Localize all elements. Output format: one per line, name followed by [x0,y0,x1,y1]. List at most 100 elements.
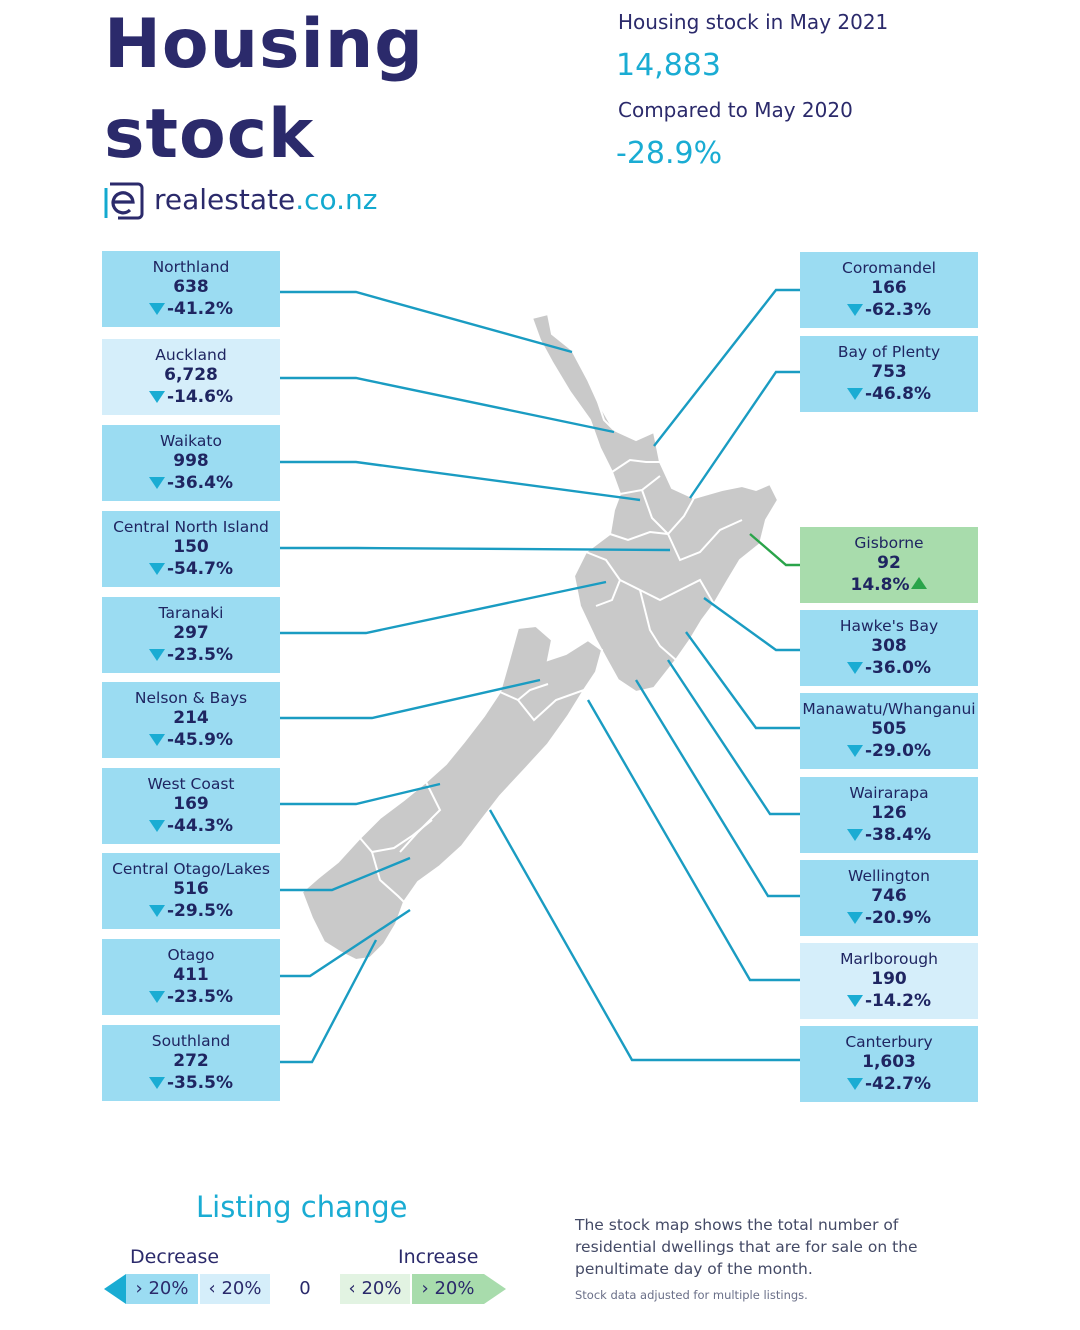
region-change-value: -62.3% [864,300,932,320]
region-stock: 1,603 [862,1052,916,1072]
region-change: -42.7% [800,1073,978,1095]
region-name: Central Otago/Lakes [112,860,270,878]
legend-seg-strong-decrease: › 20% [126,1274,198,1304]
region-change-value: -46.8% [864,384,932,404]
down-triangle-icon [148,1077,165,1089]
region-box: Hawke's Bay 308 -36.0% [800,610,978,686]
down-triangle-icon [846,304,863,316]
region-box: Auckland 6,728 -14.6% [102,339,280,415]
region-change-value: -38.4% [864,825,932,845]
region-change: -23.5% [102,986,280,1008]
down-triangle-icon [148,820,165,832]
region-change: -54.7% [102,558,280,580]
down-triangle-icon [148,477,165,489]
region-name: Southland [151,1032,231,1050]
region-name: Hawke's Bay [839,617,939,635]
north-island-shape [530,312,780,694]
region-box: Marlborough 190 -14.2% [800,943,978,1019]
region-box: Wairarapa 126 -38.4% [800,777,978,853]
stock-footnote: Stock data adjusted for multiple listing… [575,1288,808,1302]
region-change: 14.8% [800,574,978,596]
legend-arrows [104,1274,506,1304]
down-triangle-icon [846,995,863,1007]
title-line-1: Housing [104,5,424,84]
region-stock: 308 [871,636,907,656]
region-stock: 638 [173,277,209,297]
region-name: Waikato [160,432,222,450]
region-change: -44.3% [102,815,280,837]
down-triangle-icon [148,563,165,575]
decrease-arrow-icon [104,1274,126,1304]
legend-increase-label: Increase [398,1246,479,1268]
logo-name: realestate [154,183,296,216]
region-change-value: -23.5% [166,987,234,1007]
region-change-value: -29.5% [166,901,234,921]
realestate-logo[interactable]: realestate.co.nz [104,178,424,224]
region-stock: 214 [173,708,209,728]
region-box: Southland 272 -35.5% [102,1025,280,1101]
compare-label: Compared to May 2020 [618,98,853,122]
legend-seg-strong-increase: › 20% [412,1274,484,1304]
region-change: -62.3% [800,299,978,321]
region-change: -46.8% [800,383,978,405]
region-box: Manawatu/Whanganui 505 -29.0% [800,693,978,769]
region-change: -23.5% [102,644,280,666]
down-triangle-icon [846,912,863,924]
region-change-value: -54.7% [166,559,234,579]
region-change-value: -41.2% [166,299,234,319]
title-line-2: stock [104,95,315,174]
down-triangle-icon [148,991,165,1003]
region-box: Central North Island 150 -54.7% [102,511,280,587]
stock-value: 14,883 [616,48,721,83]
region-change-value: 14.8% [850,575,910,595]
region-change: -38.4% [800,824,978,846]
region-change: -35.5% [102,1072,280,1094]
region-stock: 753 [871,362,907,382]
region-box: Central Otago/Lakes 516 -29.5% [102,853,280,929]
page-title: Housing stock [104,0,524,180]
region-change: -29.0% [800,740,978,762]
region-stock: 746 [871,886,907,906]
region-box: Waikato 998 -36.4% [102,425,280,501]
region-stock: 169 [173,794,209,814]
down-triangle-icon [148,649,165,661]
down-triangle-icon [846,388,863,400]
stock-map-note: The stock map shows the total number of … [575,1216,918,1278]
region-stock: 505 [871,719,907,739]
region-change: -20.9% [800,907,978,929]
region-name: Taranaki [158,604,224,622]
compare-value: -28.9% [616,136,723,171]
region-box: Bay of Plenty 753 -46.8% [800,336,978,412]
region-change: -14.6% [102,386,280,408]
down-triangle-icon [148,391,165,403]
down-triangle-icon [148,303,165,315]
stock-label: Housing stock in May 2021 [618,10,889,34]
region-change-value: -14.2% [864,991,932,1011]
region-change: -45.9% [102,729,280,751]
region-name: Canterbury [845,1033,933,1051]
region-name: Marlborough [840,950,938,968]
region-change-value: -42.7% [864,1074,932,1094]
region-change-value: -44.3% [166,816,234,836]
region-name: Nelson & Bays [134,689,248,707]
region-stock: 6,728 [164,365,218,385]
region-change: -36.0% [800,657,978,679]
region-name: Wairarapa [849,784,929,802]
legend-seg-mild-decrease: ‹ 20% [200,1274,270,1304]
region-stock: 516 [173,879,209,899]
region-stock: 411 [173,965,209,985]
region-name: Gisborne [854,534,924,552]
region-name: West Coast [147,775,235,793]
down-triangle-icon [846,1078,863,1090]
region-change-value: -36.0% [864,658,932,678]
region-stock: 190 [871,969,907,989]
region-box: Wellington 746 -20.9% [800,860,978,936]
legend-title: Listing change [196,1190,408,1224]
region-change: -41.2% [102,298,280,320]
legend-seg-zero: 0 [270,1274,340,1304]
region-stock: 166 [871,278,907,298]
region-name: Bay of Plenty [837,343,941,361]
down-triangle-icon [148,734,165,746]
region-name: Central North Island [113,518,269,536]
